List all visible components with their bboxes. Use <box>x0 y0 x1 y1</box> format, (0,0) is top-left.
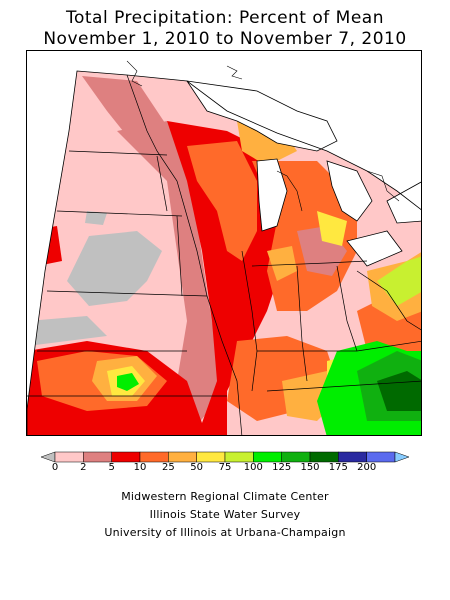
legend-colorbar <box>40 451 410 463</box>
legend-swatch-11 <box>338 451 367 463</box>
credit-line-2: Illinois State Water Survey <box>149 508 301 521</box>
legend-swatch-7 <box>224 451 254 463</box>
legend-label: 10 <box>133 462 147 473</box>
legend-label: 25 <box>161 462 175 473</box>
coastline-detail <box>126 60 400 212</box>
legend-swatch-10 <box>309 451 339 463</box>
legend-swatch-2 <box>83 451 112 463</box>
legend-swatch-last <box>394 451 410 463</box>
legend-swatch-9 <box>281 451 311 463</box>
legend-label: 175 <box>328 462 348 473</box>
precipitation-map <box>26 50 422 436</box>
map-date-range: November 1, 2010 to November 7, 2010 <box>43 29 407 49</box>
state-boundaries <box>27 74 421 435</box>
legend-label: 2 <box>80 462 87 473</box>
legend-label: 200 <box>357 462 377 473</box>
legend-swatch-3 <box>111 451 141 463</box>
map-title: Total Precipitation: Percent of Mean <box>66 8 384 28</box>
region-outline <box>27 70 421 435</box>
legend-label: 125 <box>272 462 292 473</box>
credit-line-3: University of Illinois at Urbana-Champai… <box>104 526 346 539</box>
credit-line-1: Midwestern Regional Climate Center <box>121 490 329 503</box>
legend-label: 75 <box>218 462 232 473</box>
legend-swatch-5 <box>168 451 197 463</box>
legend-label: 100 <box>243 462 263 473</box>
legend-label: 5 <box>108 462 115 473</box>
legend-label: 50 <box>190 462 204 473</box>
legend-swatch-4 <box>139 451 169 463</box>
great-lakes <box>186 80 421 267</box>
legend-label: 0 <box>51 462 59 473</box>
legend-swatch-0 <box>40 451 56 463</box>
map-canvas <box>27 60 421 435</box>
legend-label: 150 <box>300 462 320 473</box>
legend-swatch-1 <box>54 451 84 463</box>
legend-swatch-8 <box>253 451 282 463</box>
legend-swatch-12 <box>366 451 396 463</box>
legend-swatch-6 <box>196 451 226 463</box>
